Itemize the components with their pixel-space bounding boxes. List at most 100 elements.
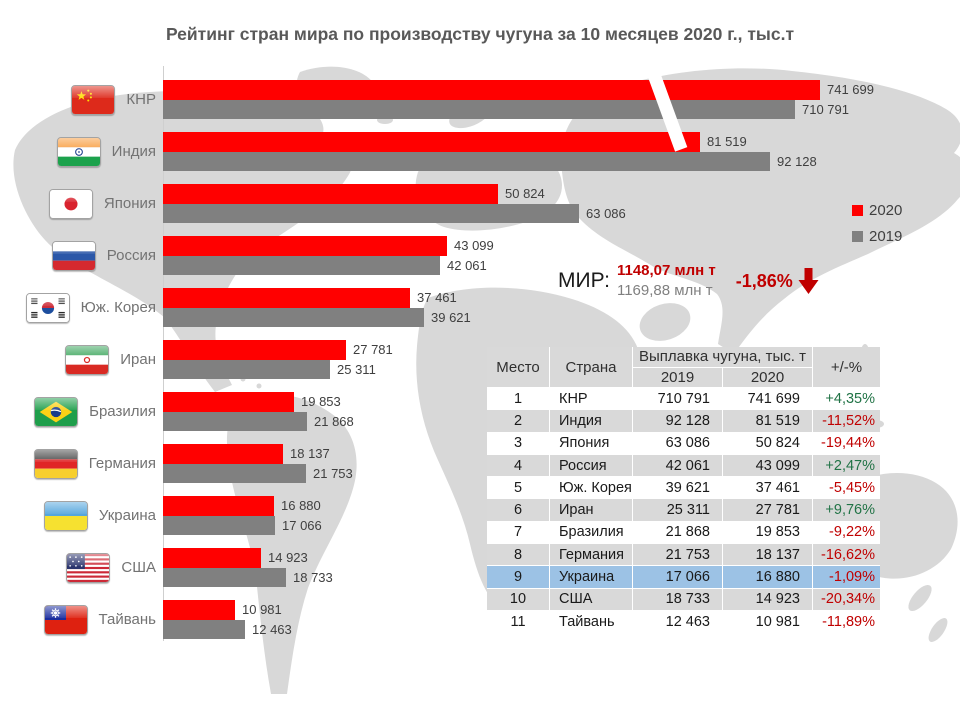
page-title: Рейтинг стран мира по производству чугун…: [165, 24, 795, 44]
chart-row: Индия 81 519 92 128: [0, 132, 960, 171]
cell-2020: 37 461: [723, 477, 813, 500]
legend-swatch-2020-icon: [852, 205, 863, 216]
cell-place: 8: [487, 544, 550, 567]
cell-2020: 16 880: [723, 566, 813, 589]
cell-country: Украина: [550, 566, 633, 589]
bar-2020: [163, 288, 410, 308]
usa-flag-icon: [66, 552, 111, 583]
header-2020: 2020: [723, 367, 813, 388]
bar-2019-value: 25 311: [337, 362, 376, 377]
bar-2020: [163, 600, 235, 620]
cell-change: -1,09%: [813, 566, 880, 589]
cell-2019: 42 061: [633, 454, 723, 478]
cell-change: -11,89%: [813, 611, 880, 634]
taiwan-flag-icon: [43, 604, 88, 635]
bar-2020: [163, 392, 294, 412]
bar-2019-value: 17 066: [282, 518, 322, 533]
table-row: 1 КНР 710 791 741 699 +4,35%: [487, 388, 880, 411]
bar-2019-value: 12 463: [252, 622, 292, 637]
bar-2020: [163, 184, 498, 204]
cell-place: 9: [487, 566, 550, 589]
cell-change: -20,34%: [813, 589, 880, 611]
bar-2019: [163, 100, 795, 119]
chart-row: Япония 50 824 63 086: [0, 184, 960, 223]
down-arrow-icon: [798, 268, 819, 294]
bar-2020-value: 14 923: [268, 550, 308, 565]
bar-2019-value: 39 621: [431, 310, 471, 325]
chart-row: Россия 43 099 42 061: [0, 236, 960, 275]
bar-2019-value: 63 086: [586, 206, 626, 221]
legend-item-2020: 2020: [852, 202, 902, 219]
table-row: 4 Россия 42 061 43 099 +2,47%: [487, 454, 880, 478]
cell-country: Бразилия: [550, 521, 633, 545]
table-row: 8 Германия 21 753 18 137 -16,62%: [487, 544, 880, 567]
bar-2020-value: 10 981: [242, 602, 282, 617]
category-label-group: США: [0, 548, 156, 587]
country-label: Россия: [106, 247, 156, 264]
cell-place: 3: [487, 432, 550, 455]
cell-country: Юж. Корея: [550, 477, 633, 500]
world-total-annotation: МИР: 1148,07 млн т 1169,88 млн т -1,86%: [558, 261, 819, 301]
world-total-2019: 1169,88 млн т: [616, 282, 713, 299]
bar-2019-value: 21 753: [313, 466, 353, 481]
bar-2020: [163, 496, 274, 516]
bar-2020-value: 43 099: [454, 238, 494, 253]
india-flag-icon: [56, 136, 101, 167]
category-label-group: Юж. Корея: [0, 288, 156, 327]
cell-change: -9,22%: [813, 522, 880, 545]
bar-2019: [163, 412, 307, 431]
header-country: Страна: [550, 347, 633, 388]
cell-2019: 710 791: [633, 388, 723, 411]
cell-country: Иран: [550, 499, 633, 522]
chart-row: Иран 27 781 25 311: [0, 340, 960, 379]
cell-2020: 43 099: [723, 454, 813, 478]
bar-2019: [163, 464, 306, 483]
country-label: Япония: [103, 195, 156, 212]
cell-2020: 741 699: [723, 388, 813, 411]
category-label-group: Индия: [0, 132, 156, 171]
japan-flag-icon: [48, 188, 93, 219]
cell-2020: 18 137: [723, 544, 813, 567]
bar-2019: [163, 568, 286, 587]
bar-2020: [163, 132, 700, 152]
header-2019: 2019: [633, 367, 723, 388]
cell-change: -5,45%: [813, 477, 880, 500]
category-label-group: Украина: [0, 496, 156, 535]
chart-row: КНР 741 699 710 791: [0, 80, 960, 119]
header-group: Выплавка чугуна, тыс. т: [633, 347, 813, 368]
bar-2019: [163, 204, 579, 223]
chart-row: США 14 923 18 733: [0, 548, 960, 587]
cell-2020: 10 981: [723, 610, 813, 634]
header-place: Место: [487, 347, 550, 388]
cell-country: Индия: [550, 410, 633, 433]
chart-row: Тайвань 10 981 12 463: [0, 600, 960, 639]
iran-flag-icon: [65, 344, 110, 375]
bar-2020: [163, 340, 346, 360]
cell-change: +2,47%: [813, 455, 880, 478]
bar-2020-value: 81 519: [707, 134, 747, 149]
legend-swatch-2019-icon: [852, 231, 863, 242]
cell-2020: 19 853: [723, 521, 813, 545]
bar-2019-value: 18 733: [293, 570, 333, 585]
country-label: Иран: [120, 351, 156, 368]
table-row: 11 Тайвань 12 463 10 981 -11,89%: [487, 610, 880, 634]
cell-place: 6: [487, 499, 550, 522]
legend-item-2019: 2019: [852, 228, 902, 245]
category-label-group: Тайвань: [0, 600, 156, 639]
cell-change: -16,62%: [813, 544, 880, 567]
table-row: 10 США 18 733 14 923 -20,34%: [487, 588, 880, 611]
table-row: 5 Юж. Корея 39 621 37 461 -5,45%: [487, 477, 880, 500]
germany-flag-icon: [33, 448, 78, 479]
country-label: Тайвань: [98, 611, 156, 628]
table-row: 2 Индия 92 128 81 519 -11,52%: [487, 410, 880, 433]
category-label-group: Бразилия: [0, 392, 156, 431]
cell-2020: 27 781: [723, 499, 813, 522]
bar-2020-value: 19 853: [301, 394, 341, 409]
cell-change: -11,52%: [813, 410, 880, 433]
pig-iron-bar-chart: КНР 741 699 710 791 Индия 81 519 92 128 Япония…: [0, 80, 960, 640]
cell-country: Германия: [550, 544, 633, 567]
bar-2019-value: 42 061: [447, 258, 487, 273]
header-change: +/-%: [813, 347, 880, 388]
ranking-table: Место Страна Выплавка чугуна, тыс. т 201…: [487, 347, 880, 634]
